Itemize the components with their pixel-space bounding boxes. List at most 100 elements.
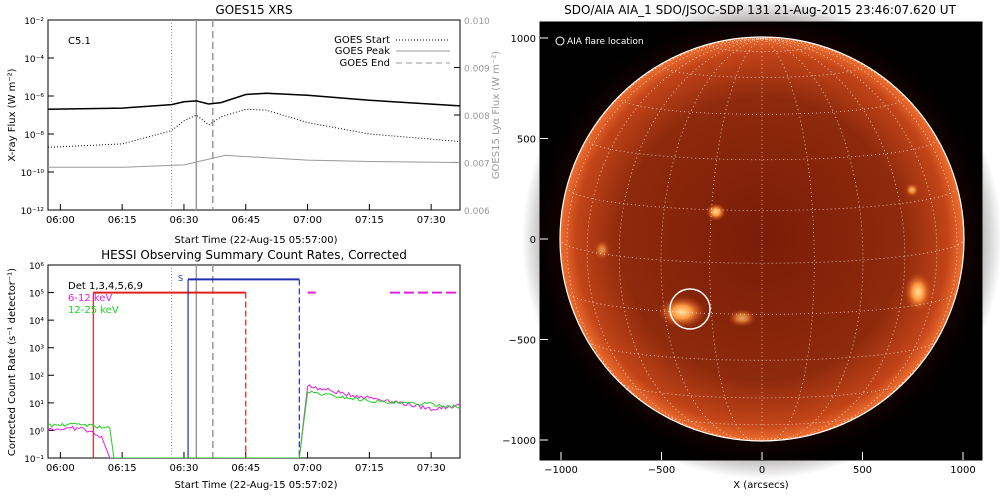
aia-y-tick-label: 500: [517, 135, 536, 146]
aia-grid-longitude-line: [761, 38, 906, 440]
goes-y-ticks: 10⁻² 10⁻⁴ 10⁻⁶ 10⁻⁸ 10⁻¹⁰ 10⁻¹²: [21, 17, 54, 217]
hessi-x-ticks: 06:00 06:15 06:30 06:45 07:00 07:15 07:30: [46, 452, 446, 474]
aia-y-tick-label: −500: [509, 336, 536, 347]
aia-grid-longitude-line: [761, 38, 938, 437]
aia-limb-outline: [559, 36, 965, 442]
aia-x-ticks: −1000 −500 0 500 1000: [544, 452, 976, 476]
hessi-s-label: S: [178, 274, 183, 283]
hessi-x-tick-label: 06:15: [108, 463, 137, 474]
aia-grid-longitude-line: [618, 38, 763, 440]
goes-y2-tick-label: 0.009: [464, 65, 490, 75]
hessi-y-tick-label: 10⁰: [29, 427, 44, 437]
aia-y-tick-label: −1000: [502, 436, 536, 447]
goes-title: GOES15 XRS: [215, 3, 292, 17]
hessi-y-tick-label: 10⁴: [29, 317, 44, 327]
hessi-6-12-kev-line: [48, 384, 460, 458]
hessi-y-ticks: 10⁶ 10⁵ 10⁴ 10³ 10² 10¹ 10⁰ 10⁻¹: [24, 262, 54, 465]
aia-grid-latitude-line: [664, 415, 860, 426]
goes-legend: GOES Start GOES Peak GOES End: [334, 35, 450, 69]
hessi-x-tick-label: 07:00: [293, 463, 322, 474]
goes-y-tick-label: 10⁻⁴: [24, 55, 44, 65]
aia-flare-location-circle: [669, 288, 711, 330]
aia-plot-frame: [539, 21, 983, 461]
aia-y-ticks: 1000 500 0 −500 −1000: [502, 34, 548, 447]
goes-legend-peak: GOES Peak: [335, 46, 390, 57]
aia-grid-longitude-line: [761, 38, 864, 441]
hessi-y-tick-label: 10²: [29, 372, 44, 382]
aia-y-tick-label: 0: [530, 235, 536, 246]
hessi-band-legend-12-25: 12-25 keV: [68, 305, 119, 316]
goes-lyman-alpha-line: [48, 154, 460, 168]
goes-legend-start: GOES Start: [334, 35, 390, 46]
goes-x-tick-label: 07:00: [293, 215, 322, 226]
aia-active-region-north: [706, 203, 726, 221]
goes-x-tick-label: 07:30: [417, 215, 446, 226]
aia-legend-label: AIA flare location: [567, 37, 644, 47]
goes-curves: [48, 92, 460, 168]
goes-short-channel-line: [48, 108, 460, 148]
goes-y2-tick-label: 0.007: [464, 160, 490, 170]
aia-x-tick-label: 1000: [950, 465, 975, 476]
goes-y-tick-label: 10⁻¹²: [21, 207, 45, 217]
hessi-y-tick-label: 10⁵: [29, 290, 44, 300]
hessi-y-tick-label: 10⁻¹: [24, 455, 44, 465]
goes-x-tick-label: 06:15: [108, 215, 137, 226]
goes-y-tick-label: 10⁻²: [24, 17, 44, 27]
goes-y-tick-label: 10⁻⁸: [24, 131, 44, 141]
aia-grid-longitude-line: [660, 38, 763, 441]
goes-plot-frame: [47, 19, 461, 211]
goes-y2-label: GOES15 Lyα Flux (W m⁻²): [491, 51, 502, 179]
hessi-x-tick-label: 06:30: [170, 463, 199, 474]
goes-y-label: X-ray Flux (W m⁻²): [7, 68, 18, 161]
aia-active-regions: [594, 183, 932, 328]
goes-y-tick-label: 10⁻¹⁰: [21, 169, 45, 179]
aia-x-tick-label: −500: [648, 465, 675, 476]
goes-time-markers: [171, 20, 214, 210]
hessi-y-label: Corrected Count Rate (s⁻¹ detector⁻¹): [7, 268, 18, 456]
hessi-x-tick-label: 07:15: [355, 463, 384, 474]
goes-y2-ticks: 0.010 0.009 0.008 0.007 0.006: [454, 17, 490, 217]
hessi-band-legend-6-12: 6-12 keV: [68, 293, 112, 304]
goes-xrs-panel: GOES15 XRS 10⁻² 10⁻⁴ 10⁻⁶ 10⁻⁸ 10⁻¹⁰ 10⁻¹² 0.…: [7, 3, 502, 246]
goes-y2-tick-label: 0.006: [464, 207, 490, 217]
aia-x-tick-label: 0: [759, 465, 765, 476]
aia-solar-disk: [560, 37, 964, 441]
aia-x-label: X (arcsecs): [733, 480, 789, 491]
goes-x-label: Start Time (22-Aug-15 05:57:00): [174, 235, 337, 246]
hessi-time-markers: [171, 265, 214, 458]
goes-y2-tick-label: 0.008: [464, 112, 490, 122]
goes-x-tick-label: 06:45: [231, 215, 260, 226]
hessi-panel: HESSI Observing Summary Count Rates, Cor…: [7, 248, 461, 491]
aia-active-region-east: [594, 240, 610, 260]
aia-image-panel: SDO/AIA AIA_1 SDO/JSOC-SDP 131 21-Aug-20…: [502, 0, 1000, 491]
aia-x-tick-label: −1000: [544, 465, 578, 476]
hessi-curves: [48, 278, 460, 458]
goes-y2-tick-label: 0.010: [464, 17, 490, 27]
aia-grid-longitude-line: [586, 38, 763, 437]
aia-active-region-ne: [905, 183, 919, 197]
aia-y-tick-label: 1000: [511, 34, 536, 45]
hessi-title: HESSI Observing Summary Count Rates, Cor…: [101, 248, 407, 262]
aia-legend-circle-icon: [555, 36, 565, 46]
goes-legend-end: GOES End: [340, 58, 390, 69]
aia-x-tick-label: 500: [853, 465, 872, 476]
hessi-y-tick-label: 10³: [29, 345, 44, 355]
goes-class-label: C5.1: [68, 36, 91, 47]
goes-y-tick-label: 10⁻⁶: [24, 93, 44, 103]
hessi-det-label: Det 1,3,4,5,6,9: [68, 281, 143, 292]
hessi-x-tick-label: 07:30: [417, 463, 446, 474]
hessi-y-tick-label: 10⁶: [29, 262, 44, 272]
goes-x-ticks: 06:00 06:15 06:30 06:45 07:00 07:15 07:30: [46, 204, 446, 226]
hessi-12-25-kev-line: [48, 390, 460, 458]
aia-grid-latitude-line: [566, 291, 958, 315]
hessi-x-tick-label: 06:00: [46, 463, 75, 474]
aia-active-region-south: [728, 309, 756, 327]
goes-x-tick-label: 07:15: [355, 215, 384, 226]
goes-x-tick-label: 06:00: [46, 215, 75, 226]
hessi-x-tick-label: 06:45: [231, 463, 260, 474]
goes-x-tick-label: 06:30: [170, 215, 199, 226]
aia-flare-region: [658, 296, 706, 328]
aia-active-region-west: [904, 272, 932, 312]
goes-long-channel-line: [48, 92, 460, 111]
